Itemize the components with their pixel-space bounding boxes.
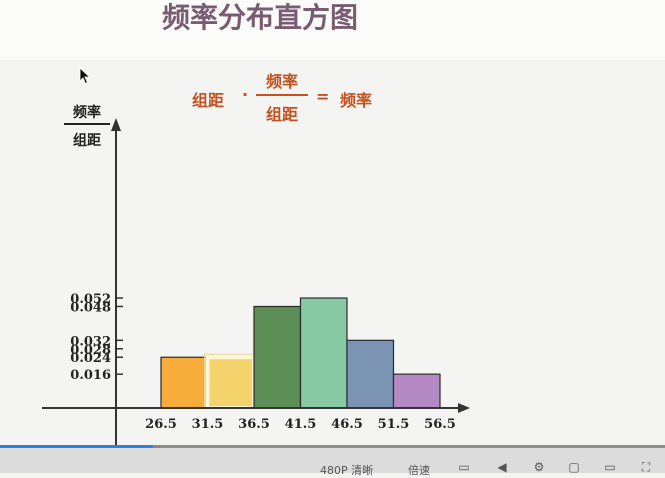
x-tick-label: 56.5: [424, 417, 456, 432]
slide-title: 频率分布直方图: [161, 1, 358, 34]
x-tick-label: 46.5: [331, 417, 363, 432]
formula-fraction-bar: [256, 94, 308, 96]
progress-fill: [0, 445, 153, 448]
y-tick-label: 0.024: [70, 351, 111, 366]
fullscreen-icon[interactable]: ⛶: [641, 460, 651, 474]
histogram-bar-highlighted: [205, 355, 256, 410]
pip-icon[interactable]: ▢: [568, 460, 580, 474]
histogram-bar: [253, 305, 302, 409]
x-tick-label: 36.5: [238, 417, 270, 432]
y-tick-label: 0.032: [70, 334, 111, 349]
formula-left: 组距: [192, 91, 225, 110]
y-axis-arrow-icon: [111, 118, 121, 131]
player-control-bar: [0, 445, 665, 473]
danmaku-icon[interactable]: ▭: [458, 460, 470, 474]
widescreen-icon[interactable]: ▭: [604, 460, 616, 474]
histogram-bar: [299, 297, 348, 409]
x-tick-label: 51.5: [378, 417, 410, 432]
histogram-bar: [346, 339, 395, 409]
formula-dot: ·: [242, 85, 249, 104]
mouse-cursor-icon: [79, 67, 91, 85]
formula-denominator: 组距: [265, 105, 298, 124]
y-tick-label: 0.016: [70, 368, 111, 383]
quality-button[interactable]: 480P 清晰: [320, 464, 374, 477]
formula-right: 频率: [340, 91, 373, 110]
x-tick-label: 41.5: [285, 417, 317, 432]
settings-icon[interactable]: ⚙: [533, 460, 545, 474]
formula-equals: =: [316, 87, 330, 106]
volume-icon[interactable]: ◀: [497, 460, 507, 474]
y-axis-label-fraction-bar: [64, 123, 110, 125]
x-tick-label: 31.5: [192, 417, 224, 432]
y-axis-label-denominator: 组距: [73, 133, 101, 149]
formula: 组距 · 频率 组距 = 频率: [192, 68, 402, 124]
formula-numerator: 频率: [265, 72, 298, 91]
histogram-bar: [392, 373, 441, 409]
progress-track[interactable]: [0, 445, 665, 448]
y-axis-label-numerator: 频率: [73, 105, 101, 121]
x-tick-label: 26.5: [145, 417, 177, 432]
y-tick-label: 0.048: [70, 300, 111, 315]
y-tick-label: 0.052: [70, 292, 111, 307]
histogram-bar: [160, 356, 209, 409]
x-axis-arrow-icon: [458, 403, 470, 413]
y-tick-label: 0.028: [70, 343, 111, 358]
histogram: 26.5 31.5 36.5 41.5 46.5 51.5 56.50.0160.0240.…: [42, 118, 470, 445]
slide-header-area: [0, 0, 665, 60]
speed-button[interactable]: 倍速: [408, 464, 430, 477]
